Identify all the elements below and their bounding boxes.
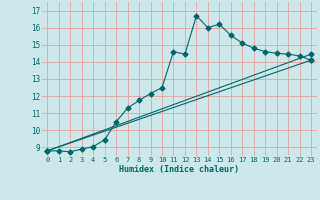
X-axis label: Humidex (Indice chaleur): Humidex (Indice chaleur)	[119, 165, 239, 174]
